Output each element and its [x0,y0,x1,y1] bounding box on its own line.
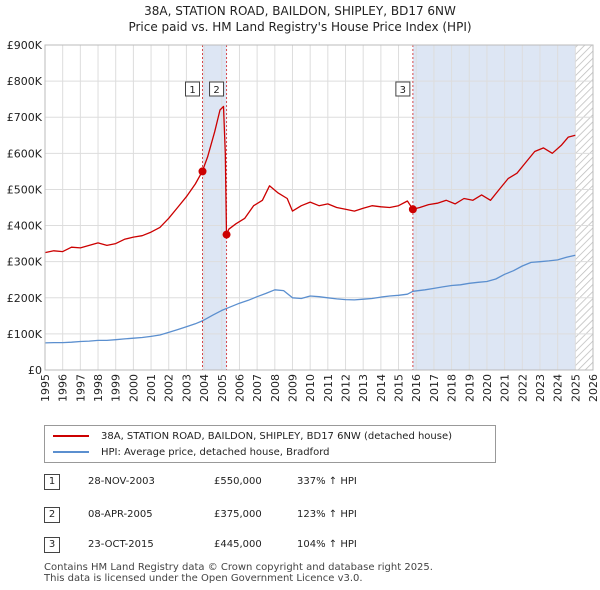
sale-label-number: 3 [400,85,406,96]
y-tick-label: £400K [7,220,43,233]
sale-price: £375,000 [214,509,262,520]
legend-swatch-property [53,435,89,437]
plot-frame [44,44,594,371]
x-tick-label: 1998 [92,374,105,402]
x-tick-label: 2012 [340,374,353,402]
legend-entry-hpi: HPI: Average price, detached house, Brad… [53,444,329,460]
x-tick-label: 2016 [410,374,423,402]
x-tick-label: 2019 [463,374,476,402]
chart-title-subtitle: Price paid vs. HM Land Registry's House … [128,20,472,34]
legend-entry-property: 38A, STATION ROAD, BAILDON, SHIPLEY, BD1… [53,428,452,444]
sale-hpi-change: 123% ↑ HPI [297,509,357,520]
x-tick-label: 2013 [357,374,370,402]
x-tick-label: 2011 [322,374,335,402]
x-tick-label: 2005 [216,374,229,402]
y-tick-label: £900K [7,39,43,52]
property-price-line [44,105,576,254]
x-tick-label: 2015 [393,374,406,402]
x-tick-label: 2025 [569,374,582,402]
x-tick-label: 1997 [74,374,87,402]
x-tick-label: 2009 [286,374,299,402]
chart-legend: 38A, STATION ROAD, BAILDON, SHIPLEY, BD1… [44,425,496,463]
y-tick-label: £200K [7,292,43,305]
x-tick-label: 2022 [516,374,529,402]
license-line: This data is licensed under the Open Gov… [44,573,363,584]
y-tick-label: £300K [7,256,43,269]
sale-point [198,167,207,176]
sale-label-number: 1 [189,85,195,96]
sale-date: 23-OCT-2015 [88,539,154,550]
x-tick-label: 2023 [534,374,547,402]
x-tick-label: 1996 [57,374,70,402]
sale-label-box [395,81,411,97]
sale-hpi-change: 104% ↑ HPI [297,539,357,550]
forecast-hatch [575,45,593,370]
x-tick-label: 2010 [304,374,317,402]
attribution-footer: Contains HM Land Registry data © Crown c… [44,562,433,584]
y-tick-label: £800K [7,75,43,88]
x-tick-label: 2014 [375,374,388,402]
x-tick-label: 1995 [39,374,52,402]
x-tick-label: 2017 [428,374,441,402]
sale-number-badge: 1 [44,474,60,490]
ownership-shade [412,45,576,370]
x-tick-label: 2021 [499,374,512,402]
attribution-line: Contains HM Land Registry data © Crown c… [44,562,433,573]
x-tick-label: 2020 [481,374,494,402]
sale-point [408,205,417,214]
y-tick-label: £0 [28,364,42,377]
sale-point [222,230,231,239]
price-chart: 1 2 3 £0 £100K £200K £300K £400K £500K £600K £700… [7,39,600,402]
sale-label-box [185,81,201,97]
x-tick-label: 2018 [446,374,459,402]
sale-date: 28-NOV-2003 [88,476,155,487]
x-tick-label: 2003 [180,374,193,402]
x-tick-label: 2002 [163,374,176,402]
y-tick-label: £500K [7,183,43,196]
x-tick-label: 2007 [251,374,264,402]
legend-label-hpi: HPI: Average price, detached house, Brad… [101,446,330,458]
x-tick-label: 2026 [587,374,600,402]
x-tick-label: 2024 [552,374,565,402]
sale-date: 08-APR-2005 [88,509,153,520]
chart-title: 38A, STATION ROAD, BAILDON, SHIPLEY, BD1… [0,3,600,35]
y-tick-label: £600K [7,147,43,160]
x-tick-label: 2006 [233,374,246,402]
y-tick-label: £700K [7,111,43,124]
x-tick-label: 2008 [269,374,282,402]
sale-label-box [209,81,225,97]
sale-number-badge: 2 [44,507,60,523]
hpi-line [44,254,576,344]
sale-price: £445,000 [214,539,262,550]
chart-title-address: 38A, STATION ROAD, BAILDON, SHIPLEY, BD1… [144,4,456,18]
ownership-shade [202,45,227,370]
y-tick-label: £100K [7,328,43,341]
x-tick-label: 2000 [127,374,140,402]
x-tick-label: 2004 [198,374,211,402]
sale-number-badge: 3 [44,537,60,553]
legend-swatch-hpi [53,451,89,453]
x-tick-label: 2001 [145,374,158,402]
sale-row: 3 23-OCT-2015 £445,000 104% ↑ HPI [44,537,464,555]
sale-row: 2 08-APR-2005 £375,000 123% ↑ HPI [44,507,464,525]
x-tick-label: 1999 [110,374,123,402]
legend-label-property: 38A, STATION ROAD, BAILDON, SHIPLEY, BD1… [101,430,453,442]
sale-row: 1 28-NOV-2003 £550,000 337% ↑ HPI [44,474,464,492]
sale-label-number: 2 [213,85,219,96]
sale-hpi-change: 337% ↑ HPI [297,476,357,487]
sale-price: £550,000 [214,476,262,487]
